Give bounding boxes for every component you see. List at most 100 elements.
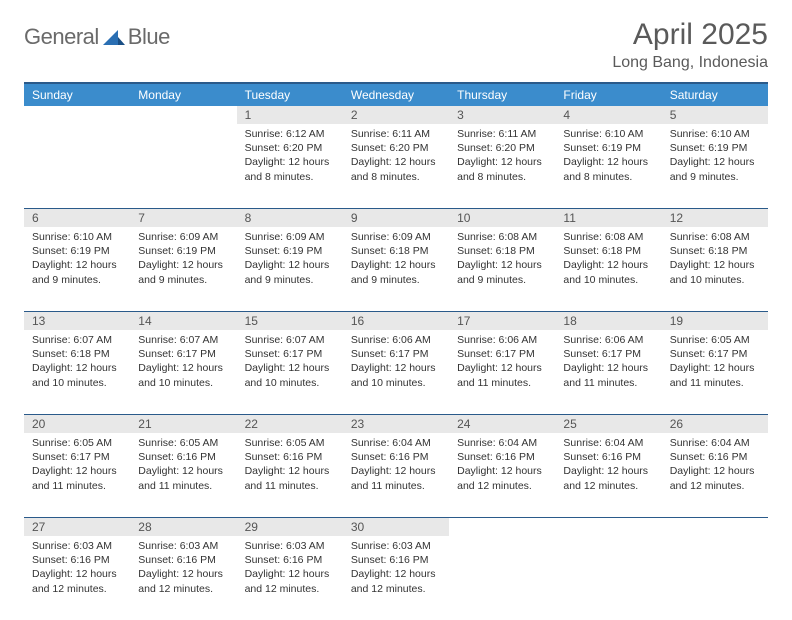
sunset-text: Sunset: 6:18 PM <box>670 244 760 258</box>
day-cell: Sunrise: 6:03 AMSunset: 6:16 PMDaylight:… <box>237 536 343 602</box>
sunrise-text: Sunrise: 6:03 AM <box>138 539 228 553</box>
sunrise-text: Sunrise: 6:10 AM <box>670 127 760 141</box>
day-number: 27 <box>24 517 130 536</box>
daylight-text: Daylight: 12 hours and 11 minutes. <box>138 464 228 492</box>
location-label: Long Bang, Indonesia <box>612 54 768 72</box>
sunset-text: Sunset: 6:19 PM <box>32 244 122 258</box>
day-cell: Sunrise: 6:04 AMSunset: 6:16 PMDaylight:… <box>449 433 555 499</box>
weekday-header-row: SundayMondayTuesdayWednesdayThursdayFrid… <box>24 83 768 106</box>
sunrise-text: Sunrise: 6:08 AM <box>457 230 547 244</box>
day-number: 1 <box>237 106 343 124</box>
day-number: 8 <box>237 208 343 227</box>
day-cell: Sunrise: 6:09 AMSunset: 6:18 PMDaylight:… <box>343 227 449 293</box>
daylight-text: Daylight: 12 hours and 11 minutes. <box>457 361 547 389</box>
day-cell: Sunrise: 6:08 AMSunset: 6:18 PMDaylight:… <box>449 227 555 293</box>
daylight-text: Daylight: 12 hours and 9 minutes. <box>138 258 228 286</box>
sunrise-text: Sunrise: 6:05 AM <box>32 436 122 450</box>
sunset-text: Sunset: 6:19 PM <box>670 141 760 155</box>
sunset-text: Sunset: 6:20 PM <box>245 141 335 155</box>
day-cell: Sunrise: 6:09 AMSunset: 6:19 PMDaylight:… <box>130 227 236 293</box>
day-cell: Sunrise: 6:10 AMSunset: 6:19 PMDaylight:… <box>555 124 661 190</box>
day-number: 18 <box>555 311 661 330</box>
day-number: 20 <box>24 414 130 433</box>
day-number: 11 <box>555 208 661 227</box>
day-cell: Sunrise: 6:03 AMSunset: 6:16 PMDaylight:… <box>343 536 449 602</box>
day-number: 28 <box>130 517 236 536</box>
sunset-text: Sunset: 6:16 PM <box>563 450 653 464</box>
sunrise-text: Sunrise: 6:04 AM <box>563 436 653 450</box>
daylight-text: Daylight: 12 hours and 9 minutes. <box>457 258 547 286</box>
logo-text-general: General <box>24 24 99 50</box>
day-number-row: 13141516171819 <box>24 311 768 330</box>
day-cell: Sunrise: 6:07 AMSunset: 6:17 PMDaylight:… <box>130 330 236 396</box>
day-number: 14 <box>130 311 236 330</box>
day-cell: Sunrise: 6:07 AMSunset: 6:18 PMDaylight:… <box>24 330 130 396</box>
day-cell: Sunrise: 6:09 AMSunset: 6:19 PMDaylight:… <box>237 227 343 293</box>
daylight-text: Daylight: 12 hours and 10 minutes. <box>351 361 441 389</box>
sunrise-text: Sunrise: 6:10 AM <box>563 127 653 141</box>
daylight-text: Daylight: 12 hours and 9 minutes. <box>351 258 441 286</box>
month-title: April 2025 <box>612 18 768 52</box>
sunset-text: Sunset: 6:18 PM <box>563 244 653 258</box>
sunset-text: Sunset: 6:18 PM <box>351 244 441 258</box>
day-number-row: 20212223242526 <box>24 414 768 433</box>
logo-text-blue: Blue <box>128 24 170 50</box>
weekday-header: Sunday <box>24 83 130 106</box>
sunrise-text: Sunrise: 6:06 AM <box>457 333 547 347</box>
day-content-row: Sunrise: 6:07 AMSunset: 6:18 PMDaylight:… <box>24 330 768 414</box>
sunrise-text: Sunrise: 6:09 AM <box>245 230 335 244</box>
daylight-text: Daylight: 12 hours and 12 minutes. <box>457 464 547 492</box>
sunrise-text: Sunrise: 6:06 AM <box>563 333 653 347</box>
daylight-text: Daylight: 12 hours and 8 minutes. <box>563 155 653 183</box>
sunset-text: Sunset: 6:17 PM <box>245 347 335 361</box>
day-cell: Sunrise: 6:05 AMSunset: 6:17 PMDaylight:… <box>662 330 768 396</box>
sunset-text: Sunset: 6:17 PM <box>670 347 760 361</box>
sunrise-text: Sunrise: 6:07 AM <box>245 333 335 347</box>
day-number: 16 <box>343 311 449 330</box>
day-number: 6 <box>24 208 130 227</box>
sunset-text: Sunset: 6:16 PM <box>351 450 441 464</box>
day-number: 12 <box>662 208 768 227</box>
day-number: 17 <box>449 311 555 330</box>
daylight-text: Daylight: 12 hours and 12 minutes. <box>245 567 335 595</box>
sunrise-text: Sunrise: 6:07 AM <box>32 333 122 347</box>
weekday-header: Monday <box>130 83 236 106</box>
daylight-text: Daylight: 12 hours and 8 minutes. <box>245 155 335 183</box>
day-cell: Sunrise: 6:06 AMSunset: 6:17 PMDaylight:… <box>555 330 661 396</box>
daylight-text: Daylight: 12 hours and 9 minutes. <box>670 155 760 183</box>
sunset-text: Sunset: 6:18 PM <box>457 244 547 258</box>
day-number: 5 <box>662 106 768 124</box>
logo-triangle-icon <box>103 27 125 47</box>
page-header: General Blue April 2025 Long Bang, Indon… <box>24 18 768 72</box>
sunrise-text: Sunrise: 6:08 AM <box>563 230 653 244</box>
day-number: 7 <box>130 208 236 227</box>
day-cell: Sunrise: 6:06 AMSunset: 6:17 PMDaylight:… <box>343 330 449 396</box>
daylight-text: Daylight: 12 hours and 12 minutes. <box>32 567 122 595</box>
daylight-text: Daylight: 12 hours and 11 minutes. <box>563 361 653 389</box>
sunrise-text: Sunrise: 6:10 AM <box>32 230 122 244</box>
sunset-text: Sunset: 6:16 PM <box>457 450 547 464</box>
day-number: 4 <box>555 106 661 124</box>
title-block: April 2025 Long Bang, Indonesia <box>612 18 768 72</box>
sunrise-text: Sunrise: 6:06 AM <box>351 333 441 347</box>
daylight-text: Daylight: 12 hours and 10 minutes. <box>670 258 760 286</box>
daylight-text: Daylight: 12 hours and 11 minutes. <box>32 464 122 492</box>
sunrise-text: Sunrise: 6:09 AM <box>138 230 228 244</box>
day-content-row: Sunrise: 6:12 AMSunset: 6:20 PMDaylight:… <box>24 124 768 208</box>
daylight-text: Daylight: 12 hours and 9 minutes. <box>245 258 335 286</box>
daylight-text: Daylight: 12 hours and 10 minutes. <box>563 258 653 286</box>
day-number: 22 <box>237 414 343 433</box>
day-cell: Sunrise: 6:11 AMSunset: 6:20 PMDaylight:… <box>343 124 449 190</box>
day-content-row: Sunrise: 6:03 AMSunset: 6:16 PMDaylight:… <box>24 536 768 620</box>
day-cell: Sunrise: 6:08 AMSunset: 6:18 PMDaylight:… <box>662 227 768 293</box>
day-cell: Sunrise: 6:04 AMSunset: 6:16 PMDaylight:… <box>555 433 661 499</box>
sunrise-text: Sunrise: 6:04 AM <box>457 436 547 450</box>
day-number: 21 <box>130 414 236 433</box>
daylight-text: Daylight: 12 hours and 12 minutes. <box>563 464 653 492</box>
sunset-text: Sunset: 6:20 PM <box>351 141 441 155</box>
sunrise-text: Sunrise: 6:03 AM <box>245 539 335 553</box>
day-content-row: Sunrise: 6:05 AMSunset: 6:17 PMDaylight:… <box>24 433 768 517</box>
sunrise-text: Sunrise: 6:07 AM <box>138 333 228 347</box>
day-cell: Sunrise: 6:03 AMSunset: 6:16 PMDaylight:… <box>130 536 236 602</box>
day-cell: Sunrise: 6:04 AMSunset: 6:16 PMDaylight:… <box>662 433 768 499</box>
